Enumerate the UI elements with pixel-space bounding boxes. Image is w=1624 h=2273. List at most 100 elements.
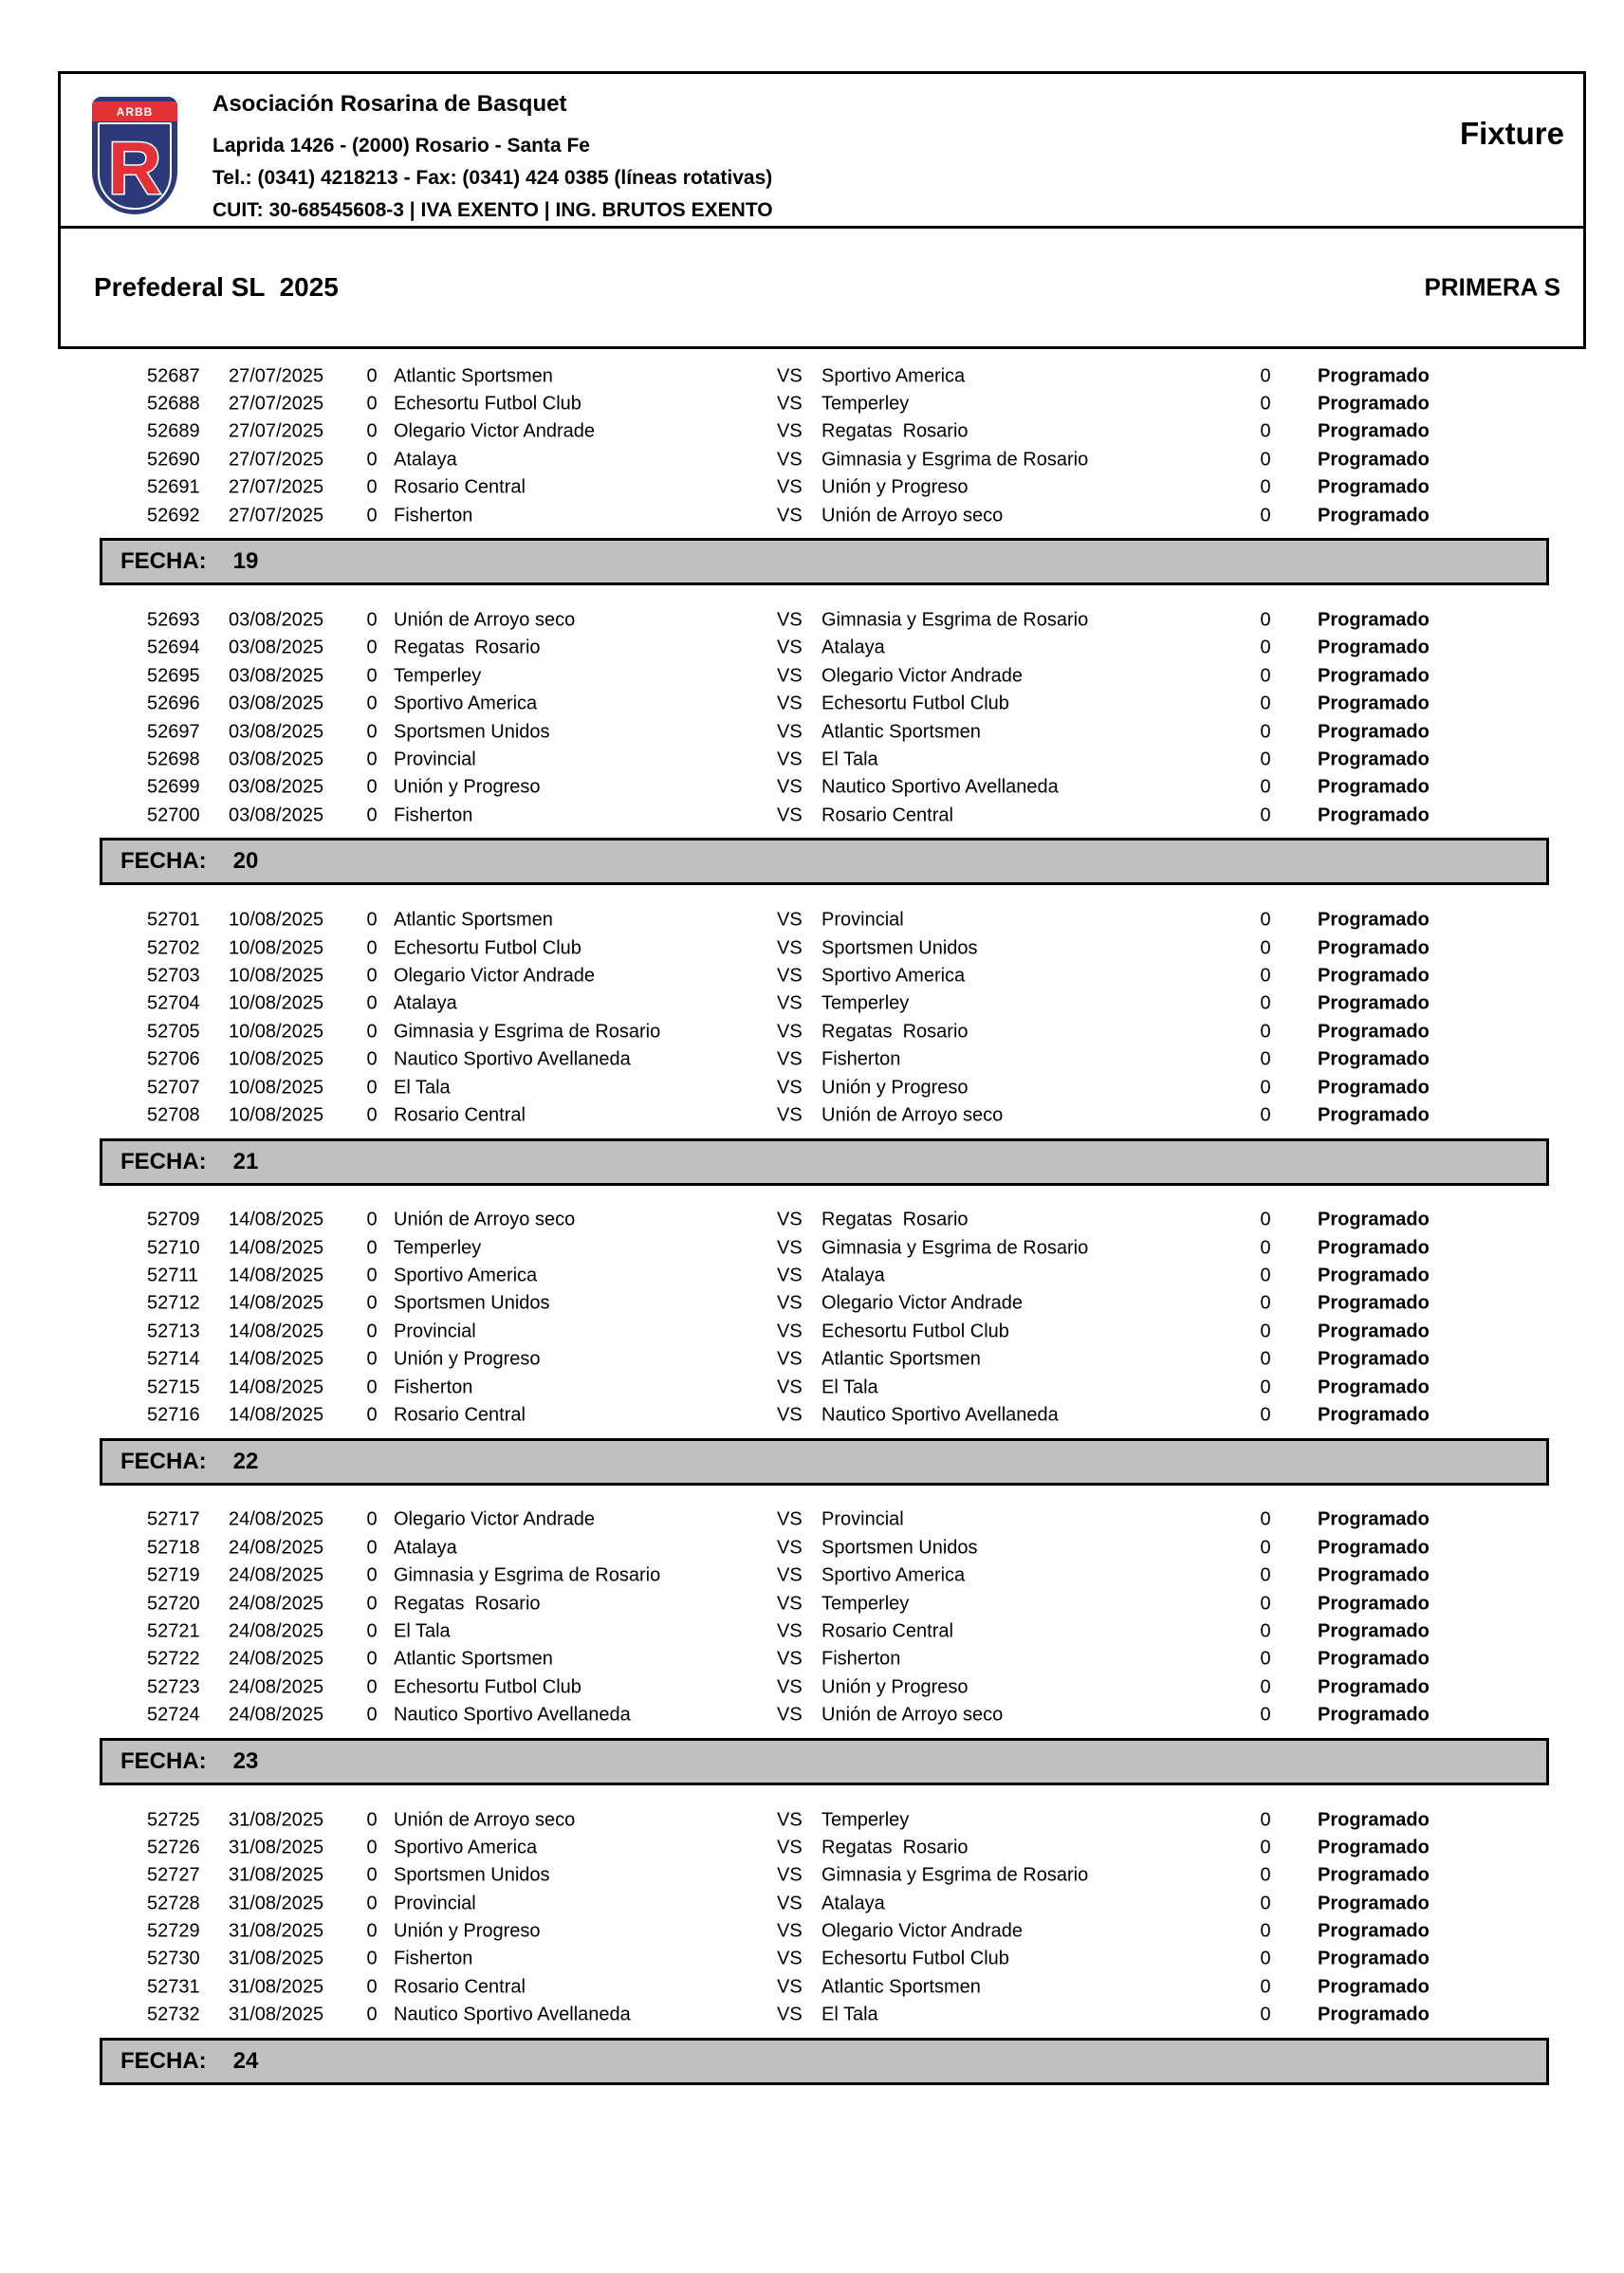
match-status: Programado bbox=[1318, 776, 1430, 798]
match-status: Programado bbox=[1318, 1864, 1430, 1886]
match-id: 52727 bbox=[147, 1864, 200, 1886]
org-tax-line: CUIT: 30-68545608-3 | IVA EXENTO | ING. … bbox=[212, 199, 773, 221]
away-score: 0 bbox=[1260, 992, 1271, 1014]
match-date: 10/08/2025 bbox=[229, 1104, 324, 1126]
vs-label: VS bbox=[777, 937, 803, 959]
match-id: 52717 bbox=[147, 1508, 200, 1530]
match-row: 52730 31/08/2025 0 Fisherton VS Echesort… bbox=[0, 1946, 1624, 1973]
vs-label: VS bbox=[777, 1564, 803, 1586]
away-score: 0 bbox=[1260, 1377, 1271, 1398]
match-id: 52700 bbox=[147, 804, 200, 826]
match-status: Programado bbox=[1318, 1593, 1430, 1615]
away-team: Fisherton bbox=[821, 1648, 901, 1670]
match-status: Programado bbox=[1318, 665, 1430, 687]
match-date: 31/08/2025 bbox=[229, 1837, 324, 1858]
match-status: Programado bbox=[1318, 393, 1430, 415]
vs-label: VS bbox=[777, 1593, 803, 1615]
home-score: 0 bbox=[366, 1893, 378, 1914]
match-row: 52725 31/08/2025 0 Unión de Arroyo seco … bbox=[0, 1806, 1624, 1834]
home-team: El Tala bbox=[394, 1077, 451, 1098]
home-score: 0 bbox=[366, 1377, 378, 1398]
match-id: 52691 bbox=[147, 476, 200, 498]
match-date: 24/08/2025 bbox=[229, 1537, 324, 1559]
fecha-section: FECHA: 20 52701 10/08/2025 0 Atlantic Sp… bbox=[0, 838, 1624, 1129]
home-team: Sportivo America bbox=[394, 1265, 538, 1286]
home-team: Sportivo America bbox=[394, 1837, 538, 1858]
home-team: Atalaya bbox=[394, 1537, 457, 1559]
match-id: 52720 bbox=[147, 1593, 200, 1615]
home-team: Rosario Central bbox=[394, 1104, 526, 1126]
vs-label: VS bbox=[777, 1348, 803, 1370]
match-id: 52730 bbox=[147, 1948, 200, 1969]
match-status: Programado bbox=[1318, 693, 1430, 714]
away-score: 0 bbox=[1260, 449, 1271, 471]
header-lines: Asociación Rosarina de Basquet Laprida 1… bbox=[212, 91, 773, 231]
away-score: 0 bbox=[1260, 1948, 1271, 1969]
fecha-bar: FECHA: 19 bbox=[100, 538, 1549, 586]
away-team: Atlantic Sportsmen bbox=[821, 721, 981, 743]
match-row: 52719 24/08/2025 0 Gimnasia y Esgrima de… bbox=[0, 1562, 1624, 1590]
match-status: Programado bbox=[1318, 1348, 1430, 1370]
fecha-number: 20 bbox=[232, 848, 259, 875]
away-score: 0 bbox=[1260, 1704, 1271, 1726]
home-score: 0 bbox=[366, 1404, 378, 1426]
home-team: Regatas Rosario bbox=[394, 637, 541, 658]
match-date: 14/08/2025 bbox=[229, 1265, 324, 1286]
match-id: 52688 bbox=[147, 393, 200, 415]
match-status: Programado bbox=[1318, 1377, 1430, 1398]
match-status: Programado bbox=[1318, 365, 1430, 387]
vs-label: VS bbox=[777, 1537, 803, 1559]
home-score: 0 bbox=[366, 1676, 378, 1698]
home-score: 0 bbox=[366, 1948, 378, 1969]
match-id: 52699 bbox=[147, 776, 200, 798]
home-score: 0 bbox=[366, 909, 378, 931]
match-date: 24/08/2025 bbox=[229, 1676, 324, 1698]
away-score: 0 bbox=[1260, 637, 1271, 658]
home-score: 0 bbox=[366, 1077, 378, 1098]
away-score: 0 bbox=[1260, 1893, 1271, 1914]
vs-label: VS bbox=[777, 1809, 803, 1831]
away-team: Gimnasia y Esgrima de Rosario bbox=[821, 1864, 1089, 1886]
match-status: Programado bbox=[1318, 505, 1430, 527]
match-status: Programado bbox=[1318, 420, 1430, 442]
fecha-bar: FECHA: 20 bbox=[100, 838, 1549, 886]
match-date: 10/08/2025 bbox=[229, 1048, 324, 1070]
home-score: 0 bbox=[366, 1021, 378, 1043]
vs-label: VS bbox=[777, 1920, 803, 1942]
match-status: Programado bbox=[1318, 721, 1430, 743]
vs-label: VS bbox=[777, 2004, 803, 2025]
doc-type-label: Fixture bbox=[1459, 116, 1564, 151]
fecha-number: 19 bbox=[232, 548, 259, 575]
away-score: 0 bbox=[1260, 1209, 1271, 1230]
home-score: 0 bbox=[366, 992, 378, 1014]
away-team: Atalaya bbox=[821, 1893, 885, 1914]
away-team: Regatas Rosario bbox=[821, 420, 969, 442]
vs-label: VS bbox=[777, 1648, 803, 1670]
match-status: Programado bbox=[1318, 1265, 1430, 1286]
match-status: Programado bbox=[1318, 1021, 1430, 1043]
match-row: 52710 14/08/2025 0 Temperley VS Gimnasia… bbox=[0, 1234, 1624, 1262]
match-date: 10/08/2025 bbox=[229, 909, 324, 931]
home-team: Atlantic Sportsmen bbox=[394, 1648, 553, 1670]
match-id: 52705 bbox=[147, 1021, 200, 1043]
match-rows: 52687 27/07/2025 0 Atlantic Sportsmen VS… bbox=[0, 362, 1624, 529]
match-status: Programado bbox=[1318, 1048, 1430, 1070]
match-rows: 52709 14/08/2025 0 Unión de Arroyo seco … bbox=[0, 1207, 1624, 1430]
away-score: 0 bbox=[1260, 1021, 1271, 1043]
match-row: 52700 03/08/2025 0 Fisherton VS Rosario … bbox=[0, 802, 1624, 829]
away-score: 0 bbox=[1260, 1620, 1271, 1642]
match-rows: 52725 31/08/2025 0 Unión de Arroyo seco … bbox=[0, 1806, 1624, 2029]
match-row: 52711 14/08/2025 0 Sportivo America VS A… bbox=[0, 1262, 1624, 1289]
away-score: 0 bbox=[1260, 1837, 1271, 1858]
fecha-label: FECHA: bbox=[120, 1148, 207, 1174]
fecha-label: FECHA: bbox=[120, 2047, 207, 2074]
match-status: Programado bbox=[1318, 1948, 1430, 1969]
away-score: 0 bbox=[1260, 1976, 1271, 1998]
away-team: Temperley bbox=[821, 1593, 910, 1615]
away-team: Rosario Central bbox=[821, 1620, 953, 1642]
org-address: Laprida 1426 - (2000) Rosario - Santa Fe bbox=[212, 135, 590, 157]
match-status: Programado bbox=[1318, 449, 1430, 471]
match-row: 52713 14/08/2025 0 Provincial VS Echesor… bbox=[0, 1318, 1624, 1345]
vs-label: VS bbox=[777, 393, 803, 415]
